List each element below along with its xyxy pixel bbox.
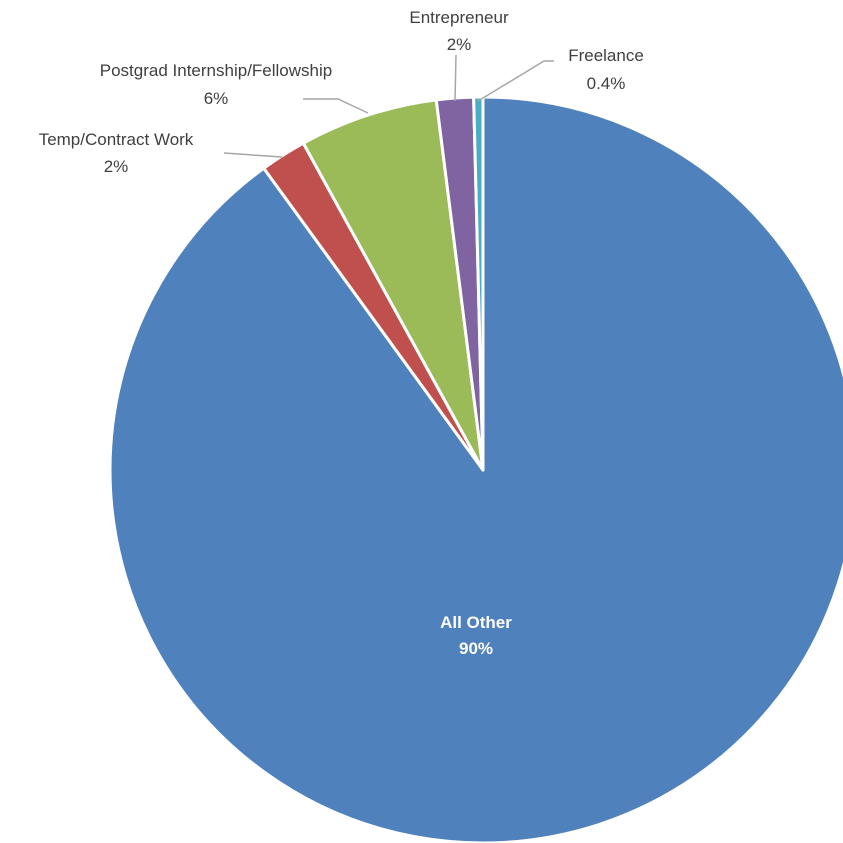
slice-value-postgrad-internship-fellowship: 6% xyxy=(204,89,229,108)
leader-line-freelance xyxy=(477,60,554,102)
slice-label-postgrad-internship-fellowship: Postgrad Internship/Fellowship xyxy=(100,61,332,80)
slice-postgrad-internship-fellowship xyxy=(301,98,485,472)
slice-all-other xyxy=(108,95,843,843)
slice-value-freelance: 0.4% xyxy=(587,74,626,93)
slice-value-temp-contract-work: 2% xyxy=(104,157,129,176)
slice-value-all-other: 90% xyxy=(459,639,493,658)
slice-label-entrepreneur: Entrepreneur xyxy=(409,8,509,27)
leader-line-postgrad-internship-fellowship xyxy=(303,98,369,114)
pie-slices xyxy=(108,95,843,843)
slice-label-temp-contract-work: Temp/Contract Work xyxy=(39,130,194,149)
slice-labels: All Other 90% Temp/Contract Work 2% Postgrad… xyxy=(39,8,644,658)
slice-label-freelance: Freelance xyxy=(568,46,644,65)
leader-line-temp-contract-work xyxy=(223,152,283,158)
leader-lines xyxy=(223,54,554,158)
slice-freelance xyxy=(472,95,485,472)
leader-line-entrepreneur xyxy=(454,54,457,102)
slice-label-all-other: All Other xyxy=(440,613,512,632)
slice-value-entrepreneur: 2% xyxy=(447,35,472,54)
